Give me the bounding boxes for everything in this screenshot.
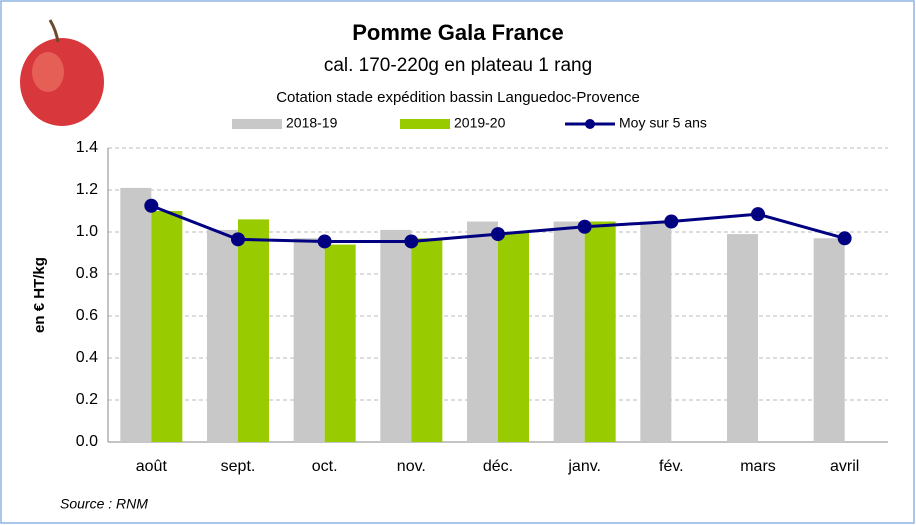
x-tick-label: fév. <box>659 458 684 475</box>
legend-label: 2019-20 <box>454 115 506 131</box>
line-marker <box>231 232 245 247</box>
bar <box>411 238 443 442</box>
line-marker <box>317 234 332 249</box>
bar <box>238 219 269 442</box>
bar <box>324 244 356 442</box>
x-tick-label: déc. <box>483 458 513 475</box>
y-tick-label: 0.0 <box>76 433 98 450</box>
bar <box>813 238 845 442</box>
source: Source : RNM <box>60 496 148 512</box>
x-tick-label: mars <box>740 458 776 475</box>
apple-icon <box>20 19 104 126</box>
x-tick-label: avril <box>830 458 859 475</box>
x-tick-label: sept. <box>221 458 256 475</box>
x-tick-label: nov. <box>397 458 426 475</box>
legend-swatch <box>585 119 595 129</box>
line-marker <box>144 198 159 213</box>
y-tick-label: 1.0 <box>76 223 98 240</box>
line-marker <box>577 219 592 234</box>
x-tick-label: oct. <box>312 458 338 475</box>
y-tick-label: 0.2 <box>76 391 98 408</box>
line-marker <box>491 227 505 242</box>
line-marker <box>664 214 679 229</box>
line-marker <box>751 207 765 222</box>
legend-swatch <box>400 119 450 129</box>
line-marker <box>837 231 852 246</box>
y-tick-label: 0.6 <box>76 307 98 324</box>
bar <box>584 221 616 442</box>
legend-label: Moy sur 5 ans <box>619 115 707 131</box>
chart-subtitle: cal. 170-220g en plateau 1 rang <box>324 55 592 76</box>
y-tick-label: 1.2 <box>76 181 98 198</box>
legend-label: 2018-19 <box>286 115 338 131</box>
x-tick-label: janv. <box>567 458 601 475</box>
bar <box>727 234 758 442</box>
line-marker <box>404 234 419 249</box>
legend-swatch <box>232 119 282 129</box>
bar <box>120 187 152 442</box>
bar <box>151 211 183 442</box>
y-tick-label: 0.8 <box>76 265 98 282</box>
bar <box>207 229 238 442</box>
x-tick-label: août <box>136 458 168 475</box>
chart-title: Pomme Gala France <box>352 20 564 45</box>
chart-subtitle: Cotation stade expédition bassin Langued… <box>276 89 640 106</box>
bar <box>467 221 498 442</box>
y-axis-label: en € HT/kg <box>31 257 48 333</box>
bar <box>380 229 412 442</box>
bar <box>640 221 672 442</box>
bar <box>553 221 585 442</box>
y-tick-label: 0.4 <box>76 349 98 366</box>
y-tick-label: 1.4 <box>76 139 98 156</box>
bar <box>498 232 529 442</box>
bar <box>293 238 325 442</box>
